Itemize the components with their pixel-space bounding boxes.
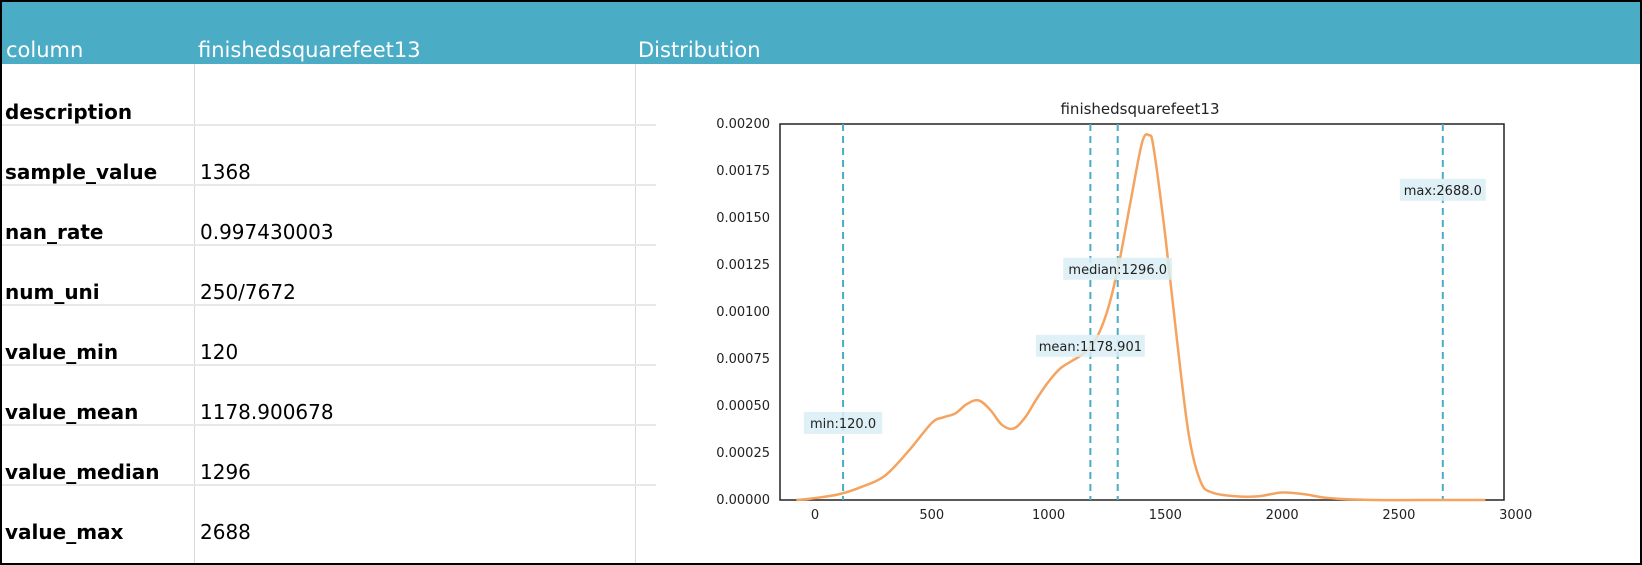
y-tick-label: 0.00175 xyxy=(716,164,770,179)
y-tick-label: 0.00000 xyxy=(716,493,770,508)
x-tick-label: 1000 xyxy=(1032,508,1065,523)
row-value: 250/7672 xyxy=(200,280,296,304)
stat-label-box xyxy=(803,411,883,434)
x-tick-label: 2000 xyxy=(1266,508,1299,523)
stat-label: min:120.0 xyxy=(810,417,876,432)
stat-label: mean:1178.901 xyxy=(1039,340,1142,355)
table-row: value_median 1296 xyxy=(2,424,656,486)
header-distribution: Distribution xyxy=(638,38,761,62)
row-value: 0.997430003 xyxy=(200,220,334,244)
header-feature: finishedsquarefeet13 xyxy=(198,38,421,62)
chart-title: finishedsquarefeet13 xyxy=(1060,100,1219,118)
axis-ticks: 0 500 1000 1500 2000 2500 3000 0.00000 0.00025 0.… xyxy=(716,117,1532,523)
row-value: 1178.900678 xyxy=(200,400,334,424)
table-row: sample_value 1368 xyxy=(2,124,656,186)
plot-frame xyxy=(779,123,1505,501)
table-row: value_min 120 xyxy=(2,304,656,366)
y-tick-label: 0.00075 xyxy=(716,352,770,367)
stat-label-box xyxy=(1063,257,1173,280)
y-tick-label: 0.00100 xyxy=(716,305,770,320)
y-tick-label: 0.00200 xyxy=(716,117,770,132)
density-curve xyxy=(796,133,1486,502)
row-value: 2688 xyxy=(200,520,251,544)
stat-label-box xyxy=(1035,334,1145,357)
x-tick-label: 1500 xyxy=(1149,508,1182,523)
table-row: value_mean 1178.900678 xyxy=(2,364,656,426)
table-row: description xyxy=(2,64,656,126)
row-key: sample_value xyxy=(5,160,158,184)
x-tick-label: 0 xyxy=(811,508,819,523)
header-column: column xyxy=(6,38,84,62)
row-key: description xyxy=(5,100,133,124)
x-tick-label: 500 xyxy=(919,508,944,523)
row-key: value_max xyxy=(5,520,124,544)
column-divider xyxy=(194,64,195,563)
row-value: 120 xyxy=(200,340,239,364)
column-divider xyxy=(635,64,636,563)
stat-markers xyxy=(842,124,1444,500)
row-key: value_median xyxy=(5,460,160,484)
header-row: column finishedsquarefeet13 Distribution xyxy=(2,2,1640,64)
y-tick-label: 0.00150 xyxy=(716,211,770,226)
row-key: nan_rate xyxy=(5,220,104,244)
row-value: 1368 xyxy=(200,160,251,184)
y-tick-label: 0.00025 xyxy=(716,446,770,461)
stat-marker-labels: min:120.0 mean:1178.901 median:1296.0 max:2… xyxy=(803,178,1486,434)
table-row: num_uni 250/7672 xyxy=(2,244,656,306)
stat-label: median:1296.0 xyxy=(1068,263,1167,278)
table-row: value_max 2688 xyxy=(2,484,656,546)
stat-label-box xyxy=(1399,178,1486,201)
y-tick-label: 0.00050 xyxy=(716,399,770,414)
row-key: num_uni xyxy=(5,280,100,304)
row-key: value_min xyxy=(5,340,119,364)
x-tick-label: 2500 xyxy=(1382,508,1415,523)
row-value: 1296 xyxy=(200,460,251,484)
y-tick-label: 0.00125 xyxy=(716,258,770,273)
table-row: nan_rate 0.997430003 xyxy=(2,184,656,246)
row-key: value_mean xyxy=(5,400,139,424)
x-tick-label: 3000 xyxy=(1499,508,1532,523)
stat-label: max:2688.0 xyxy=(1404,184,1482,199)
